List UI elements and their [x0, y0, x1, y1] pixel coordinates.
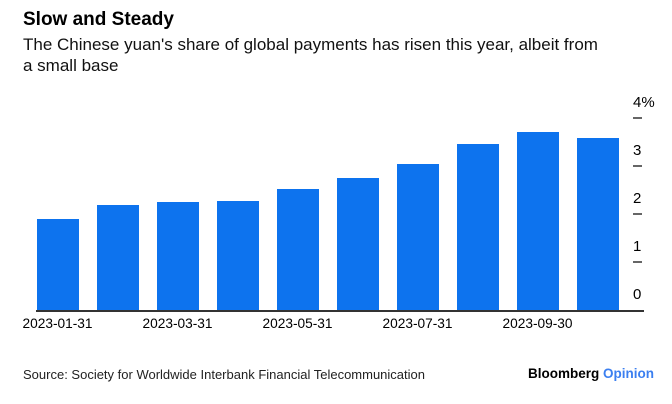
y-axis-label: 2: [633, 189, 642, 207]
brand-suffix: Opinion: [603, 366, 654, 381]
brand-logo: Bloomberg Opinion: [528, 366, 654, 382]
bar: [276, 188, 319, 311]
x-axis-label: 2023-03-31: [142, 316, 213, 331]
brand-name: Bloomberg: [527, 366, 600, 381]
bar: [576, 137, 619, 311]
bar: [516, 132, 559, 311]
chart-subtitle: The Chinese yuan's share of global payme…: [23, 35, 598, 75]
x-axis-label: 2023-07-31: [382, 316, 453, 331]
x-axis-line: [36, 310, 644, 312]
bar: [396, 163, 439, 311]
x-axis-label: 2023-09-30: [502, 316, 573, 331]
source-attribution: Source: Society for Worldwide Interbank …: [23, 367, 425, 382]
x-axis-label: 2023-01-31: [22, 316, 93, 331]
bar: [216, 200, 259, 311]
bar: [36, 218, 79, 311]
y-axis-tick: [633, 117, 642, 119]
y-axis-tick: [633, 165, 642, 167]
y-axis-label: 4%: [633, 93, 655, 111]
chart-title: Slow and Steady: [23, 9, 174, 30]
y-axis-tick: [633, 261, 642, 263]
y-axis-label: 1: [633, 237, 642, 255]
bar: [96, 205, 139, 311]
y-axis-tick: [633, 213, 642, 215]
y-axis-label: 3: [633, 141, 642, 159]
bar: [336, 177, 379, 311]
bar: [456, 143, 499, 311]
x-axis-label: 2023-05-31: [262, 316, 333, 331]
bar: [156, 202, 199, 311]
y-axis-label: 0: [633, 285, 642, 303]
